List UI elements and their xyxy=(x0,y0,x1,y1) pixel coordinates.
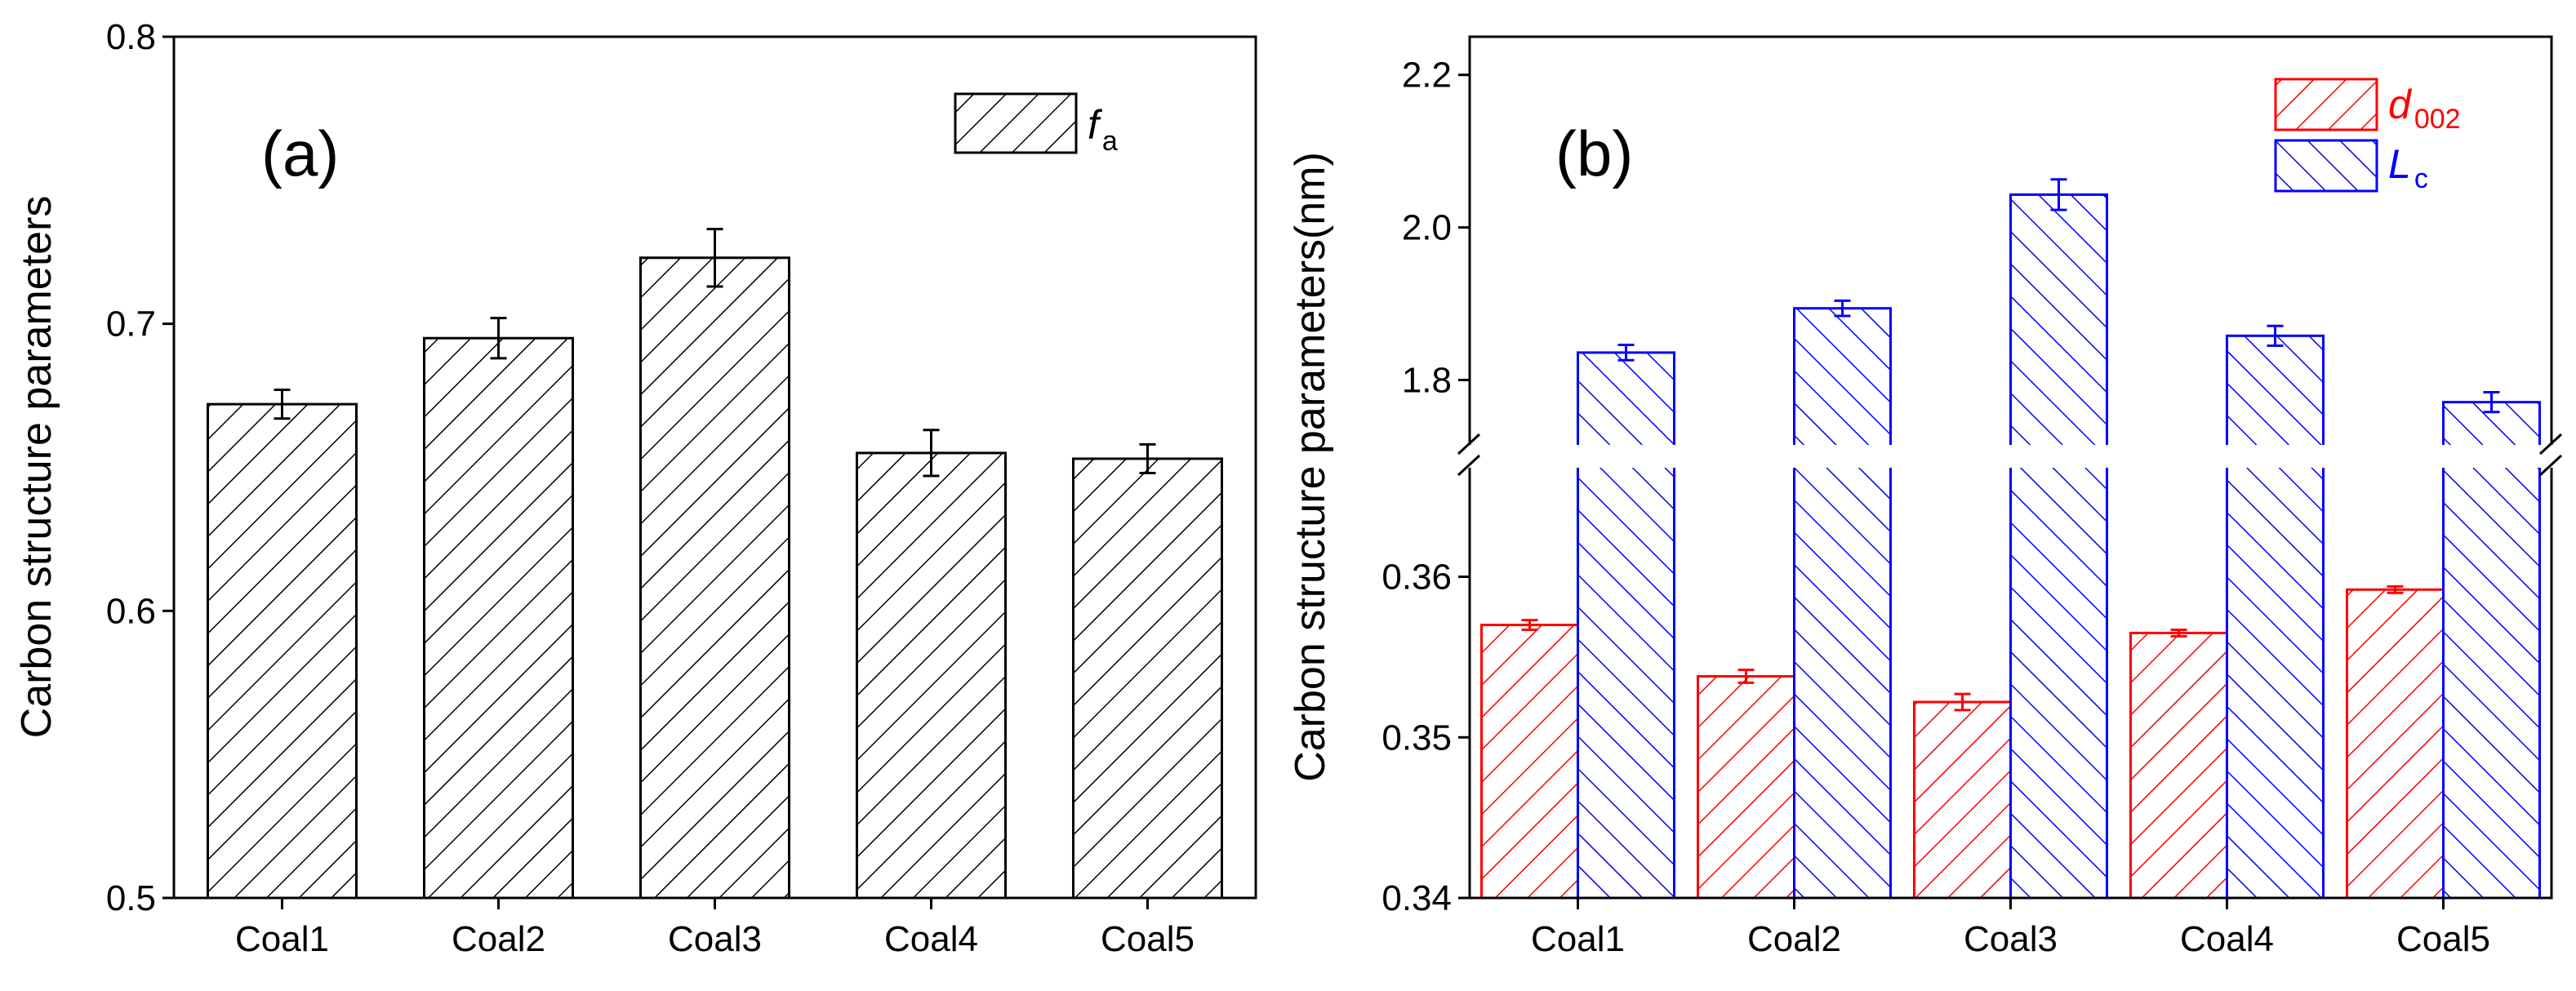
x-tick-label-b-coal4: Coal4 xyxy=(2180,919,2274,959)
y-tick-label-b-upper: 2.0 xyxy=(1402,208,1452,248)
error-bar-b-d002-coal4 xyxy=(2170,628,2187,638)
panel-a-legend-sub: a xyxy=(1102,126,1118,157)
panel-a-error-bars xyxy=(274,228,1156,478)
x-tick-label-b-coal5: Coal5 xyxy=(2396,919,2490,959)
error-bar-b-d002-coal2 xyxy=(1737,669,1755,684)
bar-a-coal3 xyxy=(639,256,790,900)
bar-b-lc-coal3 xyxy=(2009,193,2108,900)
error-bar-b-lc-coal2 xyxy=(1834,299,1851,318)
error-bar-b-lc-coal5 xyxy=(2483,390,2500,414)
panel-b-legend-swatch-d002 xyxy=(2274,78,2378,131)
bar-a-coal5 xyxy=(1072,457,1223,900)
x-tick-label-a-coal3: Coal3 xyxy=(668,919,762,959)
error-bar-b-lc-coal3 xyxy=(2050,178,2067,211)
panel-b-legend-lc-sub: c xyxy=(2414,163,2428,194)
y-tick-label-b-lower: 0.35 xyxy=(1381,718,1452,758)
y-tick-label-a: 0.6 xyxy=(106,591,156,631)
bar-b-lc-coal4 xyxy=(2226,334,2325,900)
panel-b-y-axis-title: Carbon structure parameters(nm) xyxy=(1287,152,1334,782)
bar-b-d002-coal2 xyxy=(1697,675,1795,900)
error-bar-b-d002-coal1 xyxy=(1521,619,1538,631)
x-tick-label-b-coal2: Coal2 xyxy=(1747,919,1841,959)
bar-b-lc-coal1 xyxy=(1577,351,1675,900)
error-bar-b-lc-coal4 xyxy=(2267,324,2284,347)
y-tick-label-a: 0.5 xyxy=(106,878,156,918)
bar-b-d002-coal5 xyxy=(2346,588,2445,900)
panel-a: 0.5 0.6 0.7 0.8 Coal1 Coal2 Coal3 Coal4 Coal5 (… xyxy=(13,17,1257,959)
y-tick-label-a: 0.7 xyxy=(106,304,156,344)
y-tick-label-a: 0.8 xyxy=(106,17,156,57)
error-bar-b-d002-coal5 xyxy=(2387,584,2404,594)
x-tick-label-b-coal3: Coal3 xyxy=(1964,919,2058,959)
panel-a-label: (a) xyxy=(261,118,339,189)
panel-b-legend-swatch-lc xyxy=(2274,139,2378,193)
x-tick-label-b-coal1: Coal1 xyxy=(1531,919,1625,959)
panel-a-legend-main: f xyxy=(1088,102,1103,148)
panel-b-legend-label-d002: d 002 xyxy=(2388,82,2461,135)
panel-a-y-axis-title: Carbon structure parameters xyxy=(13,196,60,739)
bar-b-lc-coal5 xyxy=(2442,401,2541,900)
panel-a-x-ticks: Coal1 Coal2 Coal3 Coal4 Coal5 xyxy=(235,898,1195,959)
panel-b-error-bars xyxy=(1521,178,2500,712)
x-tick-label-a-coal1: Coal1 xyxy=(235,919,329,959)
panel-b-y-ticks: 0.34 0.35 0.36 1.8 2.0 2.2 xyxy=(1381,56,1470,918)
panel-b-label: (b) xyxy=(1555,118,1633,189)
panel-b-bars xyxy=(1480,193,2541,900)
panel-b: 0.340.350.361.82.02.2 Coal1 Coal2 Coal3 Coa… xyxy=(1287,35,2576,959)
error-bar-a-coal3 xyxy=(706,228,723,288)
error-bar-a-coal4 xyxy=(923,429,940,478)
x-tick-label-a-coal2: Coal2 xyxy=(452,919,545,959)
error-bar-a-coal2 xyxy=(490,317,507,360)
bar-a-coal4 xyxy=(856,451,1007,900)
bar-b-d002-coal4 xyxy=(2129,631,2228,900)
bar-b-d002-coal3 xyxy=(1913,700,2012,900)
panel-b-axis-break-gap xyxy=(1437,445,2576,468)
bar-b-d002-coal1 xyxy=(1480,624,1579,900)
panel-a-legend-swatch xyxy=(954,92,1078,154)
panel-a-bars xyxy=(207,256,1223,900)
panel-a-y-ticks: 0.5 0.6 0.7 0.8 xyxy=(106,17,174,918)
panel-b-legend-d002-sub: 002 xyxy=(2414,104,2461,135)
error-bar-a-coal1 xyxy=(274,389,291,420)
x-tick-label-a-coal4: Coal4 xyxy=(884,919,978,959)
error-bar-a-coal5 xyxy=(1139,442,1156,475)
error-bar-b-d002-coal3 xyxy=(1954,692,1971,712)
y-tick-label-b-lower: 0.34 xyxy=(1381,878,1452,918)
panel-b-legend-lc-main: L xyxy=(2388,141,2411,187)
x-tick-label-a-coal5: Coal5 xyxy=(1101,919,1195,959)
y-tick-label-b-lower: 0.36 xyxy=(1381,558,1452,598)
y-tick-label-b-upper: 1.8 xyxy=(1402,361,1452,401)
error-bar-b-lc-coal1 xyxy=(1617,344,1635,362)
y-tick-label-b-upper: 2.2 xyxy=(1402,56,1452,96)
bar-b-lc-coal2 xyxy=(1793,307,1892,900)
panel-b-axis-break-marks xyxy=(1457,433,2563,477)
bar-a-coal2 xyxy=(423,336,574,900)
panel-b-x-ticks: Coal1 Coal2 Coal3 Coal4 Coal5 xyxy=(1531,898,2490,959)
panel-b-legend-d002-main: d xyxy=(2388,82,2413,127)
bar-a-coal1 xyxy=(207,402,358,900)
